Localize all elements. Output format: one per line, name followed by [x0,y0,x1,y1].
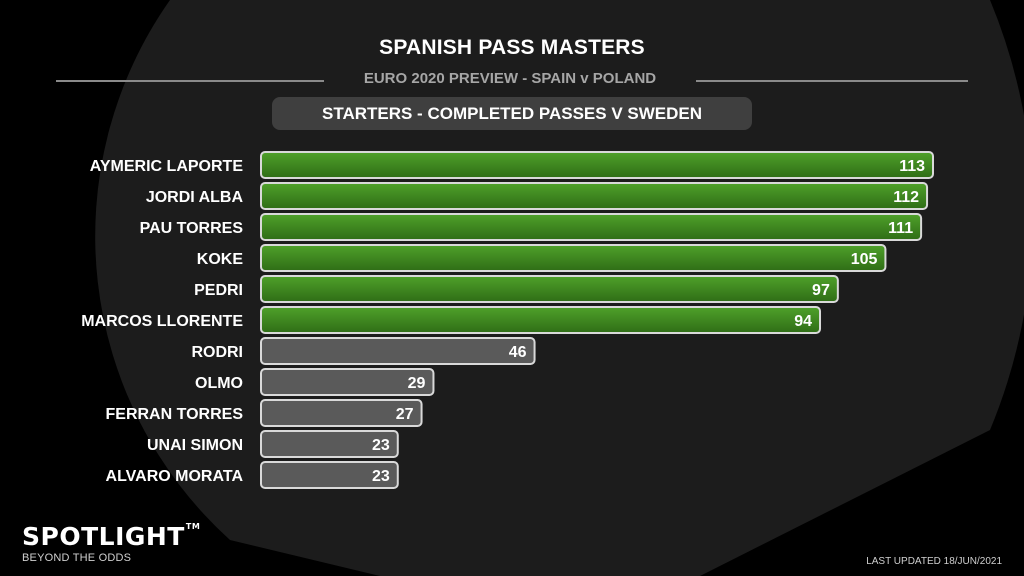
category-label: OLMO [195,375,243,392]
bar [260,306,822,334]
value-label: 113 [899,158,925,175]
spotlight-logo: SPOTLIGHTTM [22,522,200,551]
category-label: AYMERIC LAPORTE [90,158,244,175]
category-label: RODRI [191,344,243,361]
bar [260,213,923,241]
chart-panel-label: STARTERS - COMPLETED PASSES V SWEDEN [272,97,752,130]
bar [260,337,536,365]
value-label: 111 [888,220,913,237]
category-label: FERRAN TORRES [106,406,244,423]
bar [260,275,839,303]
category-label: PAU TORRES [140,220,244,237]
value-label: 29 [408,375,426,392]
value-label: 105 [851,251,878,268]
logo-trademark: TM [185,522,201,531]
category-label: PEDRI [194,282,243,299]
logo-text: SPOTLIGHT [22,522,185,551]
value-label: 23 [372,468,390,485]
category-label: JORDI ALBA [146,189,244,206]
bar [260,399,423,427]
category-label: MARCOS LLORENTE [81,313,243,330]
value-label: 46 [509,344,527,361]
bar [260,244,887,272]
bar [260,430,399,458]
value-label: 112 [893,189,919,206]
bar [260,182,929,210]
value-label: 97 [812,282,830,299]
last-updated-text: LAST UPDATED 18/JUN/2021 [866,556,1002,567]
value-label: 23 [372,437,390,454]
bar [260,368,435,396]
value-label: 27 [396,406,414,423]
category-label: UNAI SIMON [147,437,243,454]
value-label: 94 [794,313,812,330]
chart-title: SPANISH PASS MASTERS [379,36,645,59]
title-divider-left [56,80,324,82]
chart-subtitle: EURO 2020 PREVIEW - SPAIN v POLAND [363,70,657,87]
category-label: KOKE [197,251,244,268]
bar [260,461,399,489]
title-divider-right [696,80,968,82]
bar [260,151,934,179]
logo-tagline: BEYOND THE ODDS [22,552,132,564]
category-label: ALVARO MORATA [106,468,244,485]
